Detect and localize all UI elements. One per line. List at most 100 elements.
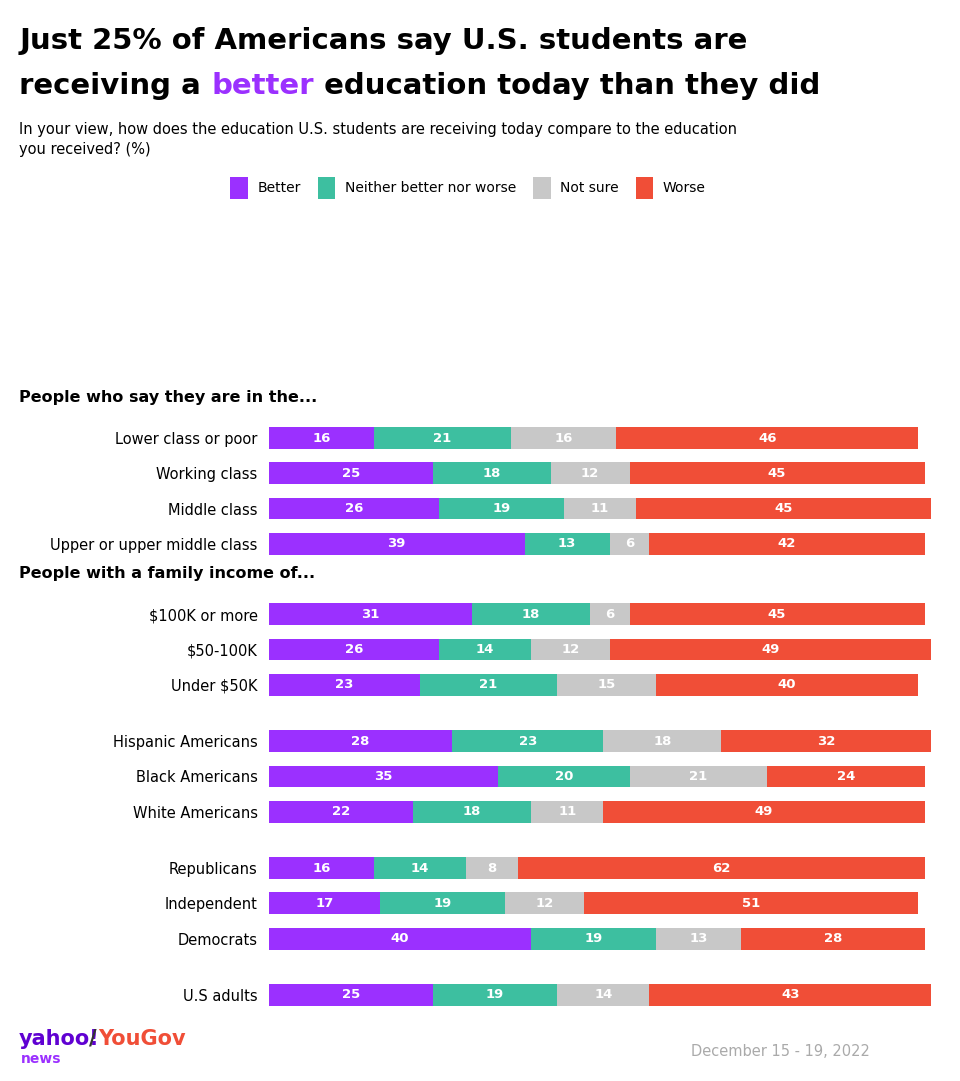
- Text: 6: 6: [605, 608, 614, 620]
- Text: 28: 28: [824, 932, 842, 945]
- Text: /: /: [89, 1028, 97, 1049]
- Text: In your view, how does the education U.S. students are receiving today compare t: In your view, how does the education U.S…: [19, 122, 737, 157]
- Text: 16: 16: [312, 862, 330, 875]
- Text: YouGov: YouGov: [98, 1028, 185, 1049]
- Text: 18: 18: [653, 735, 671, 748]
- Text: 19: 19: [492, 502, 511, 515]
- Bar: [767, 765, 924, 787]
- Text: 16: 16: [312, 431, 330, 444]
- Bar: [452, 731, 603, 752]
- Text: 39: 39: [388, 537, 406, 550]
- Bar: [269, 801, 413, 823]
- Text: 11: 11: [558, 805, 576, 818]
- Bar: [269, 603, 472, 625]
- Bar: [531, 801, 603, 823]
- Text: Worse: Worse: [663, 182, 706, 195]
- Bar: [269, 984, 433, 1006]
- Bar: [466, 857, 518, 879]
- Text: 18: 18: [463, 805, 481, 818]
- Bar: [269, 731, 452, 752]
- Bar: [433, 463, 551, 484]
- Text: news: news: [21, 1052, 61, 1066]
- Bar: [269, 463, 433, 484]
- Bar: [603, 801, 924, 823]
- Text: 31: 31: [361, 608, 379, 620]
- Bar: [269, 927, 531, 949]
- Text: 46: 46: [758, 431, 777, 444]
- Bar: [616, 427, 918, 449]
- Bar: [269, 497, 440, 520]
- Text: 25: 25: [342, 988, 360, 1001]
- Text: 32: 32: [817, 735, 835, 748]
- Text: 42: 42: [778, 537, 796, 550]
- Text: 13: 13: [558, 537, 576, 550]
- Text: 49: 49: [761, 643, 780, 656]
- Text: 14: 14: [594, 988, 612, 1001]
- Bar: [269, 893, 380, 915]
- Bar: [269, 533, 524, 555]
- Bar: [413, 801, 531, 823]
- Text: yahoo!: yahoo!: [19, 1028, 100, 1049]
- Text: 49: 49: [755, 805, 773, 818]
- Bar: [603, 731, 721, 752]
- Text: Not sure: Not sure: [561, 182, 619, 195]
- Text: 12: 12: [562, 643, 580, 656]
- Text: 51: 51: [742, 897, 760, 910]
- Bar: [518, 857, 924, 879]
- Bar: [721, 731, 931, 752]
- Text: 62: 62: [712, 862, 731, 875]
- Text: Just 25% of Americans say U.S. students are: Just 25% of Americans say U.S. students …: [19, 27, 748, 55]
- Bar: [512, 427, 616, 449]
- Bar: [531, 927, 656, 949]
- Bar: [610, 639, 931, 660]
- Text: 16: 16: [555, 431, 573, 444]
- Text: 26: 26: [345, 502, 363, 515]
- Bar: [498, 765, 630, 787]
- Bar: [551, 463, 630, 484]
- Text: 14: 14: [476, 643, 494, 656]
- Bar: [656, 673, 918, 696]
- Bar: [610, 533, 649, 555]
- Bar: [636, 497, 931, 520]
- Text: education today than they did: education today than they did: [314, 72, 820, 101]
- Text: better: better: [211, 72, 314, 101]
- Text: 25: 25: [342, 467, 360, 480]
- Bar: [433, 984, 558, 1006]
- Bar: [558, 673, 656, 696]
- Bar: [524, 533, 610, 555]
- Bar: [590, 603, 630, 625]
- Bar: [649, 533, 924, 555]
- Text: 45: 45: [768, 608, 786, 620]
- Text: 24: 24: [837, 770, 855, 783]
- Bar: [564, 497, 636, 520]
- Text: 18: 18: [483, 467, 501, 480]
- Bar: [558, 984, 649, 1006]
- Bar: [373, 857, 466, 879]
- Text: 12: 12: [581, 467, 599, 480]
- Bar: [584, 893, 918, 915]
- Text: 22: 22: [332, 805, 350, 818]
- Text: 17: 17: [316, 897, 334, 910]
- Bar: [472, 603, 590, 625]
- Text: December 15 - 19, 2022: December 15 - 19, 2022: [691, 1044, 870, 1059]
- Text: 21: 21: [434, 431, 452, 444]
- Text: 45: 45: [775, 502, 793, 515]
- Text: 6: 6: [625, 537, 635, 550]
- Text: 19: 19: [486, 988, 504, 1001]
- Text: 8: 8: [487, 862, 496, 875]
- Bar: [630, 463, 924, 484]
- Text: 13: 13: [689, 932, 708, 945]
- Text: 20: 20: [555, 770, 573, 783]
- Bar: [656, 927, 741, 949]
- Text: 21: 21: [689, 770, 708, 783]
- Text: 40: 40: [391, 932, 409, 945]
- Text: People with a family income of...: People with a family income of...: [19, 566, 315, 582]
- Text: 40: 40: [778, 678, 796, 691]
- Text: 18: 18: [522, 608, 540, 620]
- Text: receiving a: receiving a: [19, 72, 211, 101]
- Bar: [380, 893, 505, 915]
- Bar: [269, 765, 498, 787]
- Bar: [649, 984, 931, 1006]
- Text: 43: 43: [780, 988, 800, 1001]
- Text: 19: 19: [434, 897, 452, 910]
